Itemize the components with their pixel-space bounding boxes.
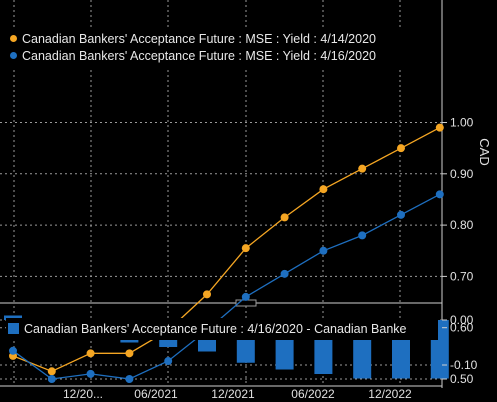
- series-point-0: [241, 244, 250, 253]
- series-point-1: [358, 231, 367, 240]
- x-tick-label: 12/2022: [368, 387, 412, 401]
- y-tick-label: 0.60: [450, 321, 474, 335]
- diff-bar: [4, 315, 22, 320]
- x-tick-label: 06/2021: [134, 387, 178, 401]
- series-point-0: [86, 349, 95, 358]
- series-point-1: [435, 190, 444, 199]
- line-series: [9, 123, 444, 383]
- series-point-1: [280, 269, 289, 278]
- series-point-1: [47, 375, 56, 383]
- x-tick-label: 12/2021: [211, 387, 255, 401]
- y-tick-labels: 0.50 0.60 0.70 0.80 0.90 1.00 0.00 -0.10: [442, 116, 478, 386]
- y-tick-label: 0.00: [450, 313, 474, 327]
- series-point-1: [164, 357, 173, 366]
- series-point-1: [241, 292, 250, 301]
- series-point-0: [435, 123, 444, 132]
- x-tick-labels: 12/20... 06/2021 12/2021 06/2022 12/2022: [63, 387, 412, 401]
- y-tick-label: 1.00: [450, 116, 474, 130]
- series-point-1: [397, 210, 405, 219]
- series-line-1: [12, 193, 441, 380]
- series-point-1: [86, 369, 95, 378]
- series-point-0: [125, 349, 134, 358]
- y-tick-label: 0.80: [450, 218, 474, 232]
- series-point-0: [280, 213, 289, 222]
- legend-label: Canadian Bankers' Acceptance Future : MS…: [22, 32, 376, 46]
- legend-marker-blue: [10, 52, 17, 59]
- series-point-0: [47, 367, 56, 376]
- y-tick-label: 0.50: [450, 372, 474, 386]
- x-tick-label: 12/20...: [63, 387, 103, 401]
- y-tick-label: 0.70: [450, 269, 474, 283]
- y-tick-label: 0.90: [450, 167, 474, 181]
- legend-marker-blue-square: [8, 323, 19, 334]
- series-point-1: [125, 375, 134, 383]
- legend-entry-4-16: Canadian Bankers' Acceptance Future : MS…: [10, 48, 376, 64]
- series-point-0: [203, 290, 211, 299]
- legend-label: Canadian Bankers' Acceptance Future : 4/…: [24, 322, 407, 336]
- series-point-1: [9, 346, 17, 355]
- series-line-0: [12, 127, 441, 373]
- legend-entry-difference: Canadian Bankers' Acceptance Future : 4/…: [8, 321, 407, 337]
- series-point-0: [319, 185, 328, 194]
- legend-label: Canadian Bankers' Acceptance Future : MS…: [22, 49, 376, 63]
- top-legend: Canadian Bankers' Acceptance Future : MS…: [10, 29, 422, 67]
- series-point-0: [397, 144, 405, 153]
- y-tick-label: -0.10: [450, 358, 478, 372]
- series-point-1: [319, 246, 328, 255]
- legend-marker-orange: [10, 35, 17, 42]
- x-tick-label: 06/2022: [291, 387, 335, 401]
- series-point-0: [358, 164, 367, 173]
- legend-entry-4-14: Canadian Bankers' Acceptance Future : MS…: [10, 31, 376, 47]
- bottom-legend: Canadian Bankers' Acceptance Future : 4/…: [6, 318, 438, 340]
- y-axis-label: CAD: [477, 138, 492, 165]
